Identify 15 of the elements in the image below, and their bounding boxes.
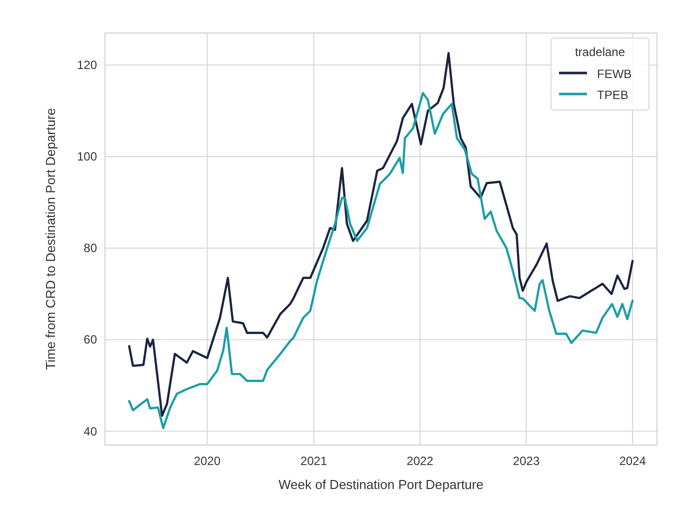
y-axis-title: Time from CRD to Destination Port Departure (43, 108, 58, 370)
y-tick-label: 100 (76, 150, 98, 164)
x-tick-label: 2021 (300, 454, 328, 468)
y-tick-label: 120 (76, 58, 98, 72)
x-axis-title: Week of Destination Port Departure (278, 477, 484, 492)
legend-label: TPEB (597, 88, 628, 102)
legend-label: FEWB (597, 67, 632, 81)
x-tick-label: 2020 (194, 454, 221, 468)
legend-title: tradelane (574, 45, 626, 59)
x-tick-label: 2022 (406, 454, 434, 468)
y-tick-label: 40 (84, 424, 98, 438)
y-tick-label: 60 (84, 332, 98, 347)
x-tick-label: 2024 (619, 454, 646, 468)
y-tick-label: 80 (84, 241, 98, 256)
x-tick-label: 2023 (512, 454, 540, 468)
